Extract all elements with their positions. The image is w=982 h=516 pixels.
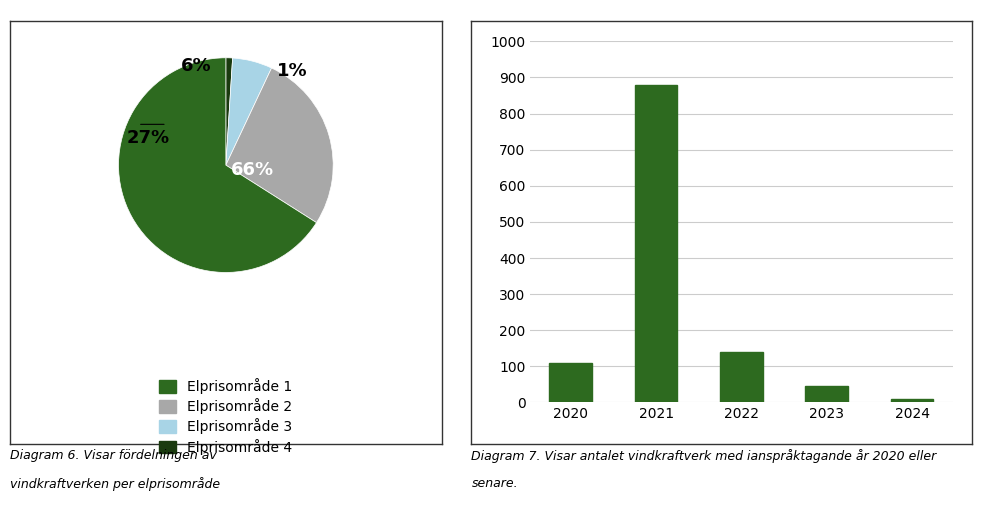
Bar	[550, 363, 592, 402]
Bar	[805, 386, 848, 402]
Bar	[891, 399, 933, 402]
Wedge shape	[226, 58, 272, 165]
Text: senare.: senare.	[471, 477, 518, 490]
Legend: Elprisområde 1, Elprisområde 2, Elprisområde 3, Elprisområde 4: Elprisområde 1, Elprisområde 2, Elprisom…	[155, 374, 297, 459]
Text: vindkraftverken per elprisområde: vindkraftverken per elprisområde	[10, 477, 220, 491]
Bar	[720, 352, 763, 402]
Wedge shape	[226, 58, 233, 165]
Text: 6%: 6%	[181, 57, 211, 75]
Wedge shape	[226, 68, 333, 222]
Bar	[634, 85, 678, 402]
Wedge shape	[119, 58, 316, 272]
Text: Diagram 6. Visar fördelningen av: Diagram 6. Visar fördelningen av	[10, 449, 217, 462]
Text: Diagram 7. Visar antalet vindkraftverk med ianspråktagande år 2020 eller: Diagram 7. Visar antalet vindkraftverk m…	[471, 449, 937, 463]
Text: 1%: 1%	[277, 62, 307, 79]
Text: 66%: 66%	[231, 162, 274, 180]
Text: 27%: 27%	[127, 130, 170, 147]
